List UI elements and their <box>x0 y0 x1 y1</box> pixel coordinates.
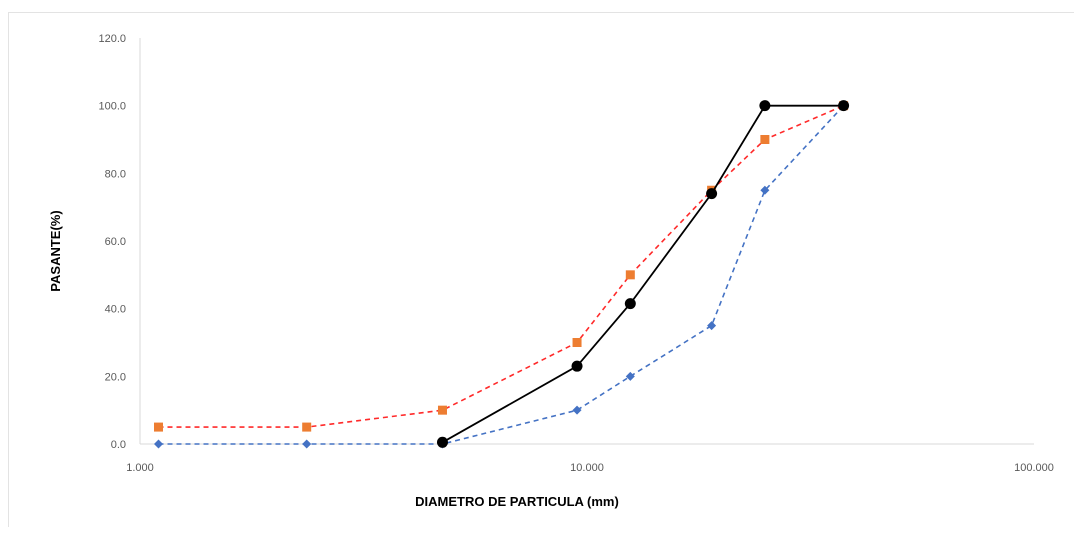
series-1-point <box>302 422 312 432</box>
axes <box>139 38 1034 445</box>
x-tick-label: 100.000 <box>1014 462 1054 474</box>
y-tick-label: 0.0 <box>111 439 126 451</box>
y-tick-label: 80.0 <box>105 168 126 180</box>
series-3-line <box>442 104 844 444</box>
series-3-point <box>571 360 583 372</box>
x-tick-label: 10.000 <box>570 462 604 474</box>
series-1-point <box>154 422 164 432</box>
x-tick-label: 1.000 <box>126 462 154 474</box>
series-1-point <box>760 135 770 144</box>
series-3-point <box>759 100 771 112</box>
y-tick-label: 40.0 <box>105 304 126 316</box>
series-3-point <box>624 298 636 310</box>
series-2-point <box>154 439 164 449</box>
series-1-point <box>625 270 635 280</box>
y-tick-label: 100.0 <box>98 101 126 113</box>
chart-frame <box>8 12 1074 527</box>
y-tick-label: 20.0 <box>105 371 126 383</box>
series-1 <box>154 101 849 432</box>
series-1-point <box>437 405 447 415</box>
x-axis-title: DIAMETRO DE PARTICULA (mm) <box>415 494 619 509</box>
series-3-point <box>706 188 718 200</box>
series-2-point <box>572 405 582 415</box>
series-3 <box>436 100 850 448</box>
series-2-point <box>707 321 717 331</box>
y-axis-title: PASANTE(%) <box>48 210 63 291</box>
y-tick-label: 120.0 <box>98 33 126 45</box>
series-2-point <box>302 439 312 449</box>
series-1-line <box>158 104 844 428</box>
series-2-point <box>760 185 770 195</box>
series-2-line <box>158 105 845 445</box>
series-2-point <box>625 371 635 381</box>
series-layer <box>154 100 850 449</box>
y-tick-labels: 0.0 20.0 40.0 60.0 80.0 100.0 120.0 <box>98 33 126 451</box>
series-2 <box>154 101 849 449</box>
series-3-point <box>838 100 850 112</box>
series-1-point <box>572 338 582 347</box>
series-3-point <box>436 436 448 448</box>
y-tick-label: 60.0 <box>105 236 126 248</box>
x-tick-labels: 1.000 10.000 100.000 <box>126 462 1054 474</box>
